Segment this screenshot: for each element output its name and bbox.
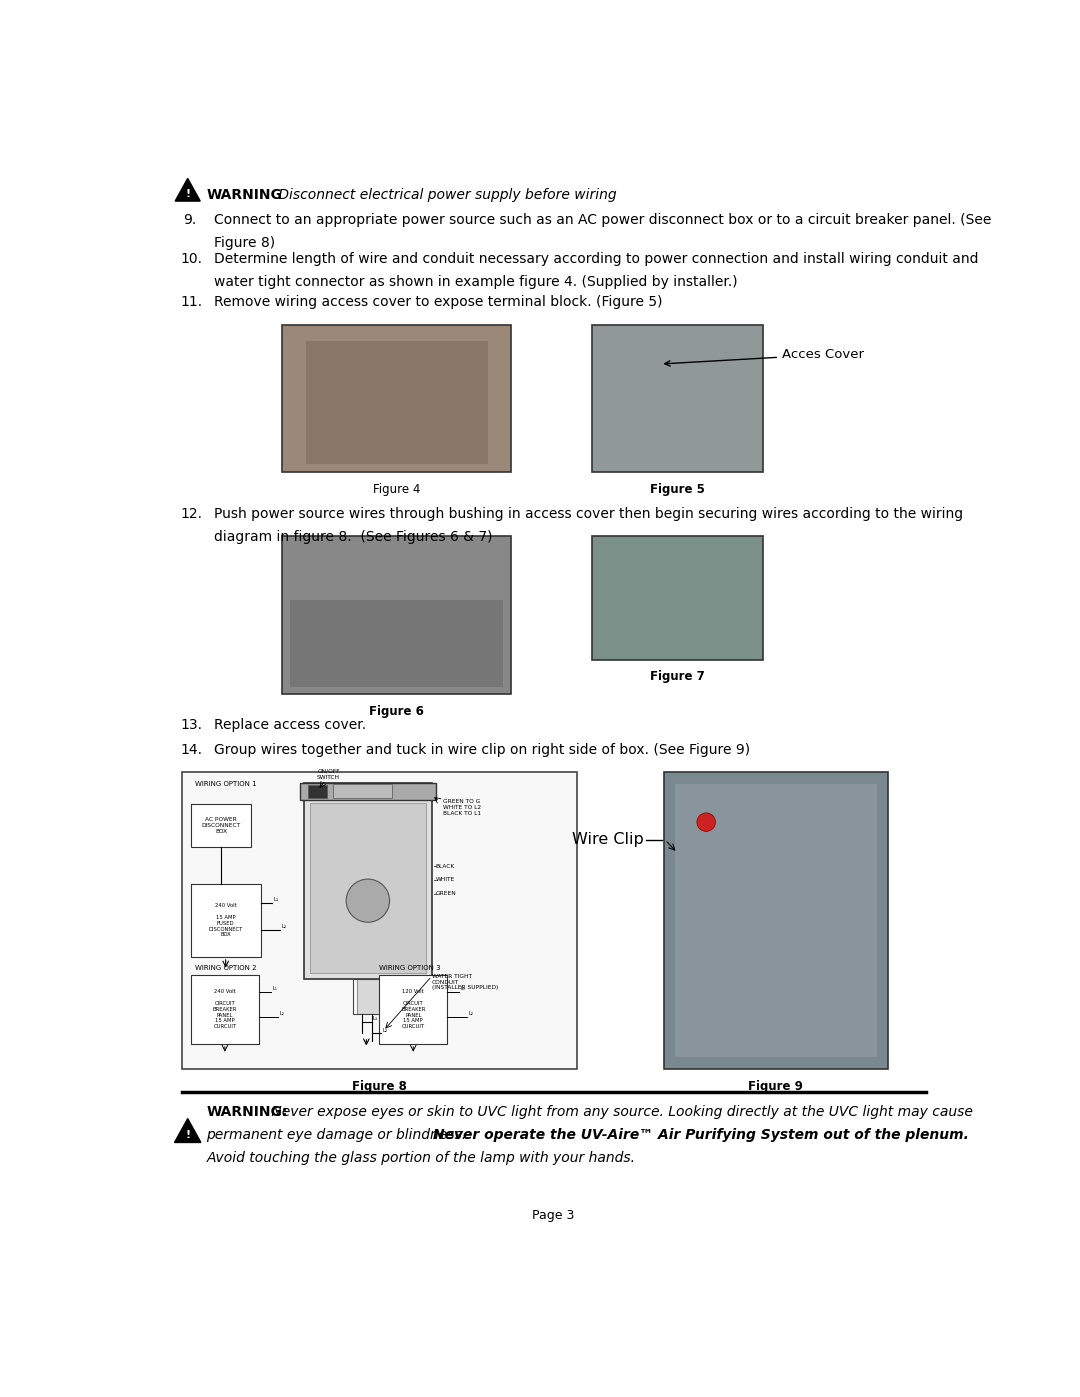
Text: water tight connector as shown in example figure 4. (Supplied by installer.): water tight connector as shown in exampl… — [214, 275, 738, 289]
Text: L₁: L₁ — [460, 986, 465, 990]
FancyBboxPatch shape — [306, 341, 488, 464]
FancyBboxPatch shape — [300, 782, 435, 800]
Text: 240 Volt

15 AMP
FUSED
DISCONNECT
BOX: 240 Volt 15 AMP FUSED DISCONNECT BOX — [208, 904, 243, 937]
Text: !: ! — [185, 1130, 190, 1140]
Text: L₁: L₁ — [272, 986, 278, 990]
Text: Acces Cover: Acces Cover — [665, 348, 864, 366]
Text: 14.: 14. — [180, 743, 202, 757]
Text: 9.: 9. — [183, 214, 197, 228]
Text: Page 3: Page 3 — [532, 1208, 575, 1222]
Text: 11.: 11. — [180, 295, 202, 309]
Text: WIRING OPTION 2: WIRING OPTION 2 — [195, 964, 257, 971]
Text: L₂: L₂ — [282, 925, 286, 929]
Text: WIRING OPTION 1: WIRING OPTION 1 — [195, 781, 257, 788]
Text: GREEN: GREEN — [435, 891, 457, 897]
Text: Replace access cover.: Replace access cover. — [214, 718, 366, 732]
Text: Connect to an appropriate power source such as an AC power disconnect box or to : Connect to an appropriate power source s… — [214, 214, 991, 228]
Text: 120 Volt

CIRCUIT
BREAKER
PANEL
15 AMP
CURCUIT: 120 Volt CIRCUIT BREAKER PANEL 15 AMP CU… — [401, 989, 426, 1030]
Text: 240 Volt

CIRCUIT
BREAKER
PANEL
15 AMP
CURCUIT: 240 Volt CIRCUIT BREAKER PANEL 15 AMP CU… — [213, 989, 238, 1030]
Text: Figure 4: Figure 4 — [373, 482, 420, 496]
Text: Remove wiring access cover to expose terminal block. (Figure 5): Remove wiring access cover to expose ter… — [214, 295, 662, 309]
FancyBboxPatch shape — [592, 536, 762, 659]
Circle shape — [697, 813, 715, 831]
Text: Never expose eyes or skin to UVC light from any source. Looking directly at the : Never expose eyes or skin to UVC light f… — [267, 1105, 973, 1119]
Circle shape — [347, 879, 390, 922]
FancyBboxPatch shape — [282, 326, 511, 472]
FancyBboxPatch shape — [181, 773, 577, 1069]
FancyBboxPatch shape — [334, 784, 392, 798]
Text: Never operate the UV-Aire™ Air Purifying System out of the plenum.: Never operate the UV-Aire™ Air Purifying… — [433, 1127, 969, 1141]
FancyBboxPatch shape — [191, 884, 260, 957]
FancyBboxPatch shape — [675, 784, 877, 1058]
Polygon shape — [175, 1119, 201, 1143]
Text: permanent eye damage or blindness.: permanent eye damage or blindness. — [206, 1127, 471, 1141]
Text: Figure 8: Figure 8 — [352, 1080, 406, 1092]
Text: WIRING OPTION 3: WIRING OPTION 3 — [379, 964, 441, 971]
Text: Group wires together and tuck in wire clip on right side of box. (See Figure 9): Group wires together and tuck in wire cl… — [214, 743, 751, 757]
FancyBboxPatch shape — [592, 326, 762, 472]
FancyBboxPatch shape — [191, 805, 252, 847]
Text: Figure 7: Figure 7 — [650, 671, 705, 683]
Text: L₁: L₁ — [273, 897, 279, 902]
Text: L₂: L₂ — [382, 1028, 388, 1032]
Text: WHITE: WHITE — [435, 877, 455, 883]
Text: diagram in figure 8.  (See Figures 6 & 7): diagram in figure 8. (See Figures 6 & 7) — [214, 531, 492, 545]
FancyBboxPatch shape — [191, 975, 259, 1044]
Text: WARNING:: WARNING: — [206, 1105, 287, 1119]
Text: Wire Clip: Wire Clip — [572, 833, 644, 848]
Text: ON/OFF
SWITCH: ON/OFF SWITCH — [316, 768, 340, 780]
Text: WATER TIGHT
CONDUIT
(INSTALLER SUPPLIED): WATER TIGHT CONDUIT (INSTALLER SUPPLIED) — [432, 974, 498, 990]
Text: GREEN TO G
WHITE TO L2
BLACK TO L1: GREEN TO G WHITE TO L2 BLACK TO L1 — [444, 799, 482, 816]
Text: AC POWER
DISCONNECT
BOX: AC POWER DISCONNECT BOX — [202, 817, 241, 834]
Text: WARNING: WARNING — [206, 189, 282, 203]
Text: 10.: 10. — [180, 251, 202, 265]
Text: Figure 5: Figure 5 — [650, 482, 705, 496]
FancyBboxPatch shape — [291, 599, 503, 686]
Text: BLACK: BLACK — [435, 863, 455, 869]
Text: Determine length of wire and conduit necessary according to power connection and: Determine length of wire and conduit nec… — [214, 251, 978, 265]
Text: Figure 6: Figure 6 — [369, 705, 424, 718]
Text: L₂: L₂ — [469, 1011, 473, 1017]
Text: Figure 9: Figure 9 — [748, 1080, 804, 1092]
FancyBboxPatch shape — [303, 782, 432, 979]
Text: Figure 8): Figure 8) — [214, 236, 275, 250]
FancyBboxPatch shape — [357, 979, 379, 1014]
Text: :  Disconnect electrical power supply before wiring: : Disconnect electrical power supply bef… — [266, 189, 617, 203]
Polygon shape — [175, 179, 200, 201]
Text: !: ! — [185, 189, 190, 198]
Text: 12.: 12. — [180, 507, 202, 521]
FancyBboxPatch shape — [379, 975, 447, 1044]
FancyBboxPatch shape — [310, 803, 426, 974]
Text: Avoid touching the glass portion of the lamp with your hands.: Avoid touching the glass portion of the … — [206, 1151, 635, 1165]
Text: Push power source wires through bushing in access cover then begin securing wire: Push power source wires through bushing … — [214, 507, 963, 521]
FancyBboxPatch shape — [282, 536, 511, 694]
Text: L₁: L₁ — [373, 1016, 378, 1021]
Text: 13.: 13. — [180, 718, 202, 732]
Text: L₂: L₂ — [280, 1011, 285, 1017]
FancyBboxPatch shape — [663, 773, 889, 1069]
FancyBboxPatch shape — [308, 785, 327, 798]
